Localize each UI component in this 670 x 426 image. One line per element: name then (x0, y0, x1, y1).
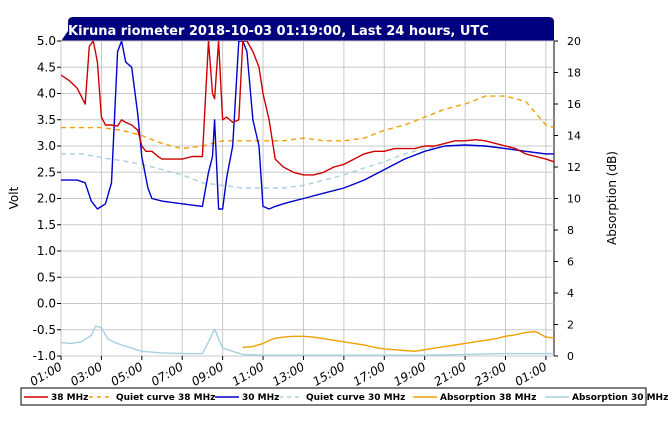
y-tick-label: 4.0 (37, 87, 56, 101)
y2-tick-label: 14 (567, 130, 581, 143)
legend-label: 30 MHz (242, 393, 279, 403)
y2-tick-label: 2 (567, 319, 574, 332)
chart-title: Kiruna riometer 2018-10-03 01:19:00, Las… (68, 24, 489, 39)
y2-tick-label: 20 (567, 35, 581, 48)
y-axis-label: Volt (7, 186, 21, 209)
legend-label: Absorption 38 MHz (440, 393, 536, 403)
y-tick-label: 5.0 (37, 34, 56, 48)
y-tick-label: -0.5 (33, 323, 56, 337)
y-tick-label: 0.5 (37, 270, 56, 284)
legend-box (20, 387, 647, 406)
y-tick-label: 2.5 (37, 165, 56, 179)
series-line-38-mhz (61, 41, 554, 176)
y2-tick-label: 10 (567, 193, 581, 206)
y-tick-label: 0.0 (37, 297, 56, 311)
legend-label: Absorption 30 MHz (572, 393, 668, 403)
series-line-30-mhz (61, 41, 554, 210)
legend-label: Quiet curve 30 MHz (306, 393, 405, 403)
legend-label: 38 MHz (51, 393, 88, 403)
legend: 38 MHz Quiet curve 38 MHz 30 MHz Quiet curv… (24, 393, 668, 403)
series-line-absorption-30-mhz (61, 325, 554, 356)
y2-tick-label: 4 (567, 287, 574, 300)
y2-tick-label: 12 (567, 161, 581, 174)
y2-tick-label: 8 (567, 224, 574, 237)
y2-axis-label: Absorption (dB) (605, 151, 619, 245)
series-line-quiet-curve-30-mhz (61, 145, 554, 189)
legend-label: Quiet curve 38 MHz (116, 393, 215, 403)
series-line-quiet-curve-38-mhz (61, 95, 554, 150)
y2-tick-label: 18 (567, 67, 581, 80)
y-tick-label: 2.0 (37, 192, 56, 206)
y-tick-label: 4.5 (37, 60, 56, 74)
y-tick-label: 1.0 (37, 244, 56, 258)
series-layer (61, 41, 554, 356)
series-line-absorption-38-mhz (242, 330, 554, 352)
y2-tick-label: 16 (567, 98, 581, 111)
title-bar (61, 17, 554, 41)
y-tick-label: 3.5 (37, 113, 56, 127)
y-tick-label: 1.5 (37, 218, 56, 232)
y2-tick-label: 0 (567, 350, 574, 363)
y-tick-label: 3.0 (37, 139, 56, 153)
y-tick-label: -1.0 (33, 349, 56, 363)
y2-tick-label: 6 (567, 256, 574, 269)
